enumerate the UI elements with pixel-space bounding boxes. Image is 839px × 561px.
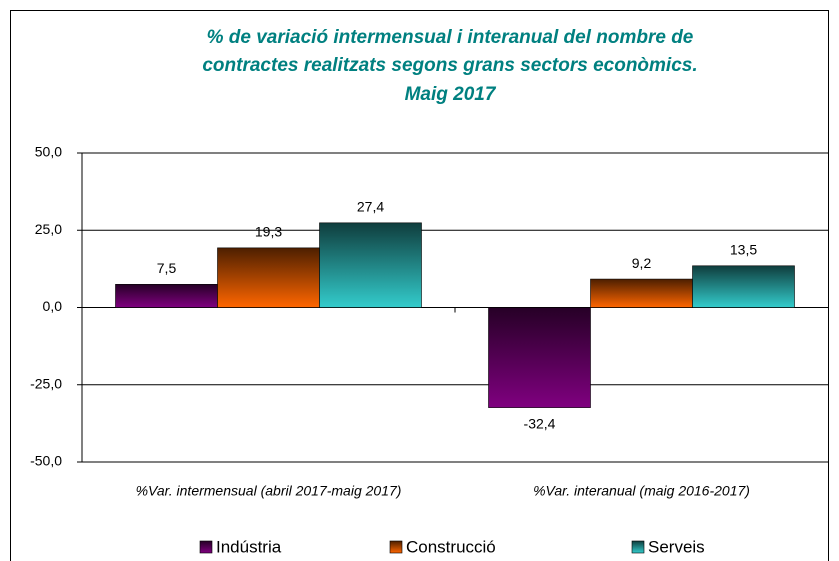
bar	[692, 265, 795, 308]
bar	[488, 307, 591, 408]
y-tick-label: 25,0	[35, 221, 62, 237]
bar	[217, 247, 320, 308]
x-tick-label: %Var. interanual (maig 2016-2017)	[533, 483, 750, 499]
legend-swatch	[631, 540, 645, 554]
bar	[115, 284, 218, 308]
data-label: 19,3	[255, 224, 282, 240]
y-tick-label: -50,0	[30, 453, 62, 469]
data-label: 13,5	[730, 241, 757, 257]
data-label: 7,5	[157, 260, 177, 276]
legend-label: Serveis	[648, 537, 705, 556]
bar	[319, 222, 422, 308]
y-tick-label: 0,0	[43, 298, 63, 314]
chart-title: contractes realitzats segons grans secto…	[202, 55, 697, 76]
y-tick-label: 50,0	[35, 144, 62, 160]
data-label: -32,4	[524, 415, 556, 431]
legend-label: Indústria	[216, 537, 282, 556]
legend-swatch	[389, 540, 403, 554]
chart-title: % de variació intermensual i interanual …	[207, 27, 694, 48]
legend-label: Construcció	[406, 537, 496, 556]
data-label: 9,2	[632, 255, 652, 271]
chart-frame	[10, 10, 829, 561]
x-tick-label: %Var. intermensual (abril 2017-maig 2017…	[136, 483, 402, 499]
y-tick-label: -25,0	[30, 375, 62, 391]
chart-title: Maig 2017	[405, 84, 497, 105]
legend-swatch	[199, 540, 213, 554]
data-label: 27,4	[357, 199, 384, 215]
bar	[590, 278, 693, 308]
